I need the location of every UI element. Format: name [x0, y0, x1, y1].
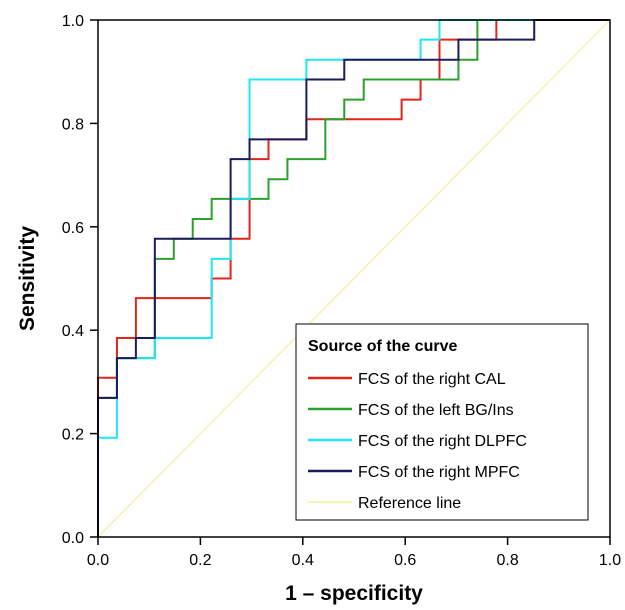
- x-tick-label: 0.6: [394, 552, 416, 569]
- series-line-5: [97, 19, 611, 538]
- legend: Source of the curve FCS of the right CAL…: [295, 323, 589, 521]
- legend-box: [295, 323, 589, 521]
- legend-label-5: Reference line: [358, 495, 461, 512]
- y-axis-title: Sensitivity: [16, 226, 39, 331]
- y-axis: 0.0 0.2 0.4 0.6 0.8 1.0: [62, 13, 98, 547]
- x-tick-label: 0.2: [189, 552, 211, 569]
- y-tick-label: 0.0: [62, 530, 84, 547]
- x-tick-label: 0.4: [292, 552, 314, 569]
- legend-title: Source of the curve: [308, 338, 457, 355]
- y-tick-label: 0.8: [62, 116, 84, 133]
- legend-label-4: FCS of the right MPFC: [358, 464, 520, 481]
- x-tick-label: 0.0: [87, 552, 109, 569]
- legend-label-3: FCS of the right DLPFC: [358, 433, 527, 450]
- x-axis-title: 1 – specificity: [285, 582, 423, 605]
- y-tick-label: 0.2: [62, 427, 84, 444]
- legend-label-1: FCS of the right CAL: [358, 371, 506, 388]
- legend-items: FCS of the right CAL FCS of the left BG/I…: [308, 371, 527, 512]
- y-tick-label: 0.6: [62, 220, 84, 237]
- plot-frame: [97, 19, 611, 538]
- x-tick-label: 0.8: [496, 552, 518, 569]
- series-line-4: [97, 19, 610, 537]
- y-tick-label: 0.4: [62, 323, 84, 340]
- x-tick-label: 1.0: [599, 552, 621, 569]
- x-axis: 0.0 0.2 0.4 0.6 0.8 1.0: [87, 537, 621, 569]
- legend-label-2: FCS of the left BG/Ins: [358, 402, 514, 419]
- curves-layer: [97, 19, 611, 538]
- y-tick-label: 1.0: [62, 13, 84, 30]
